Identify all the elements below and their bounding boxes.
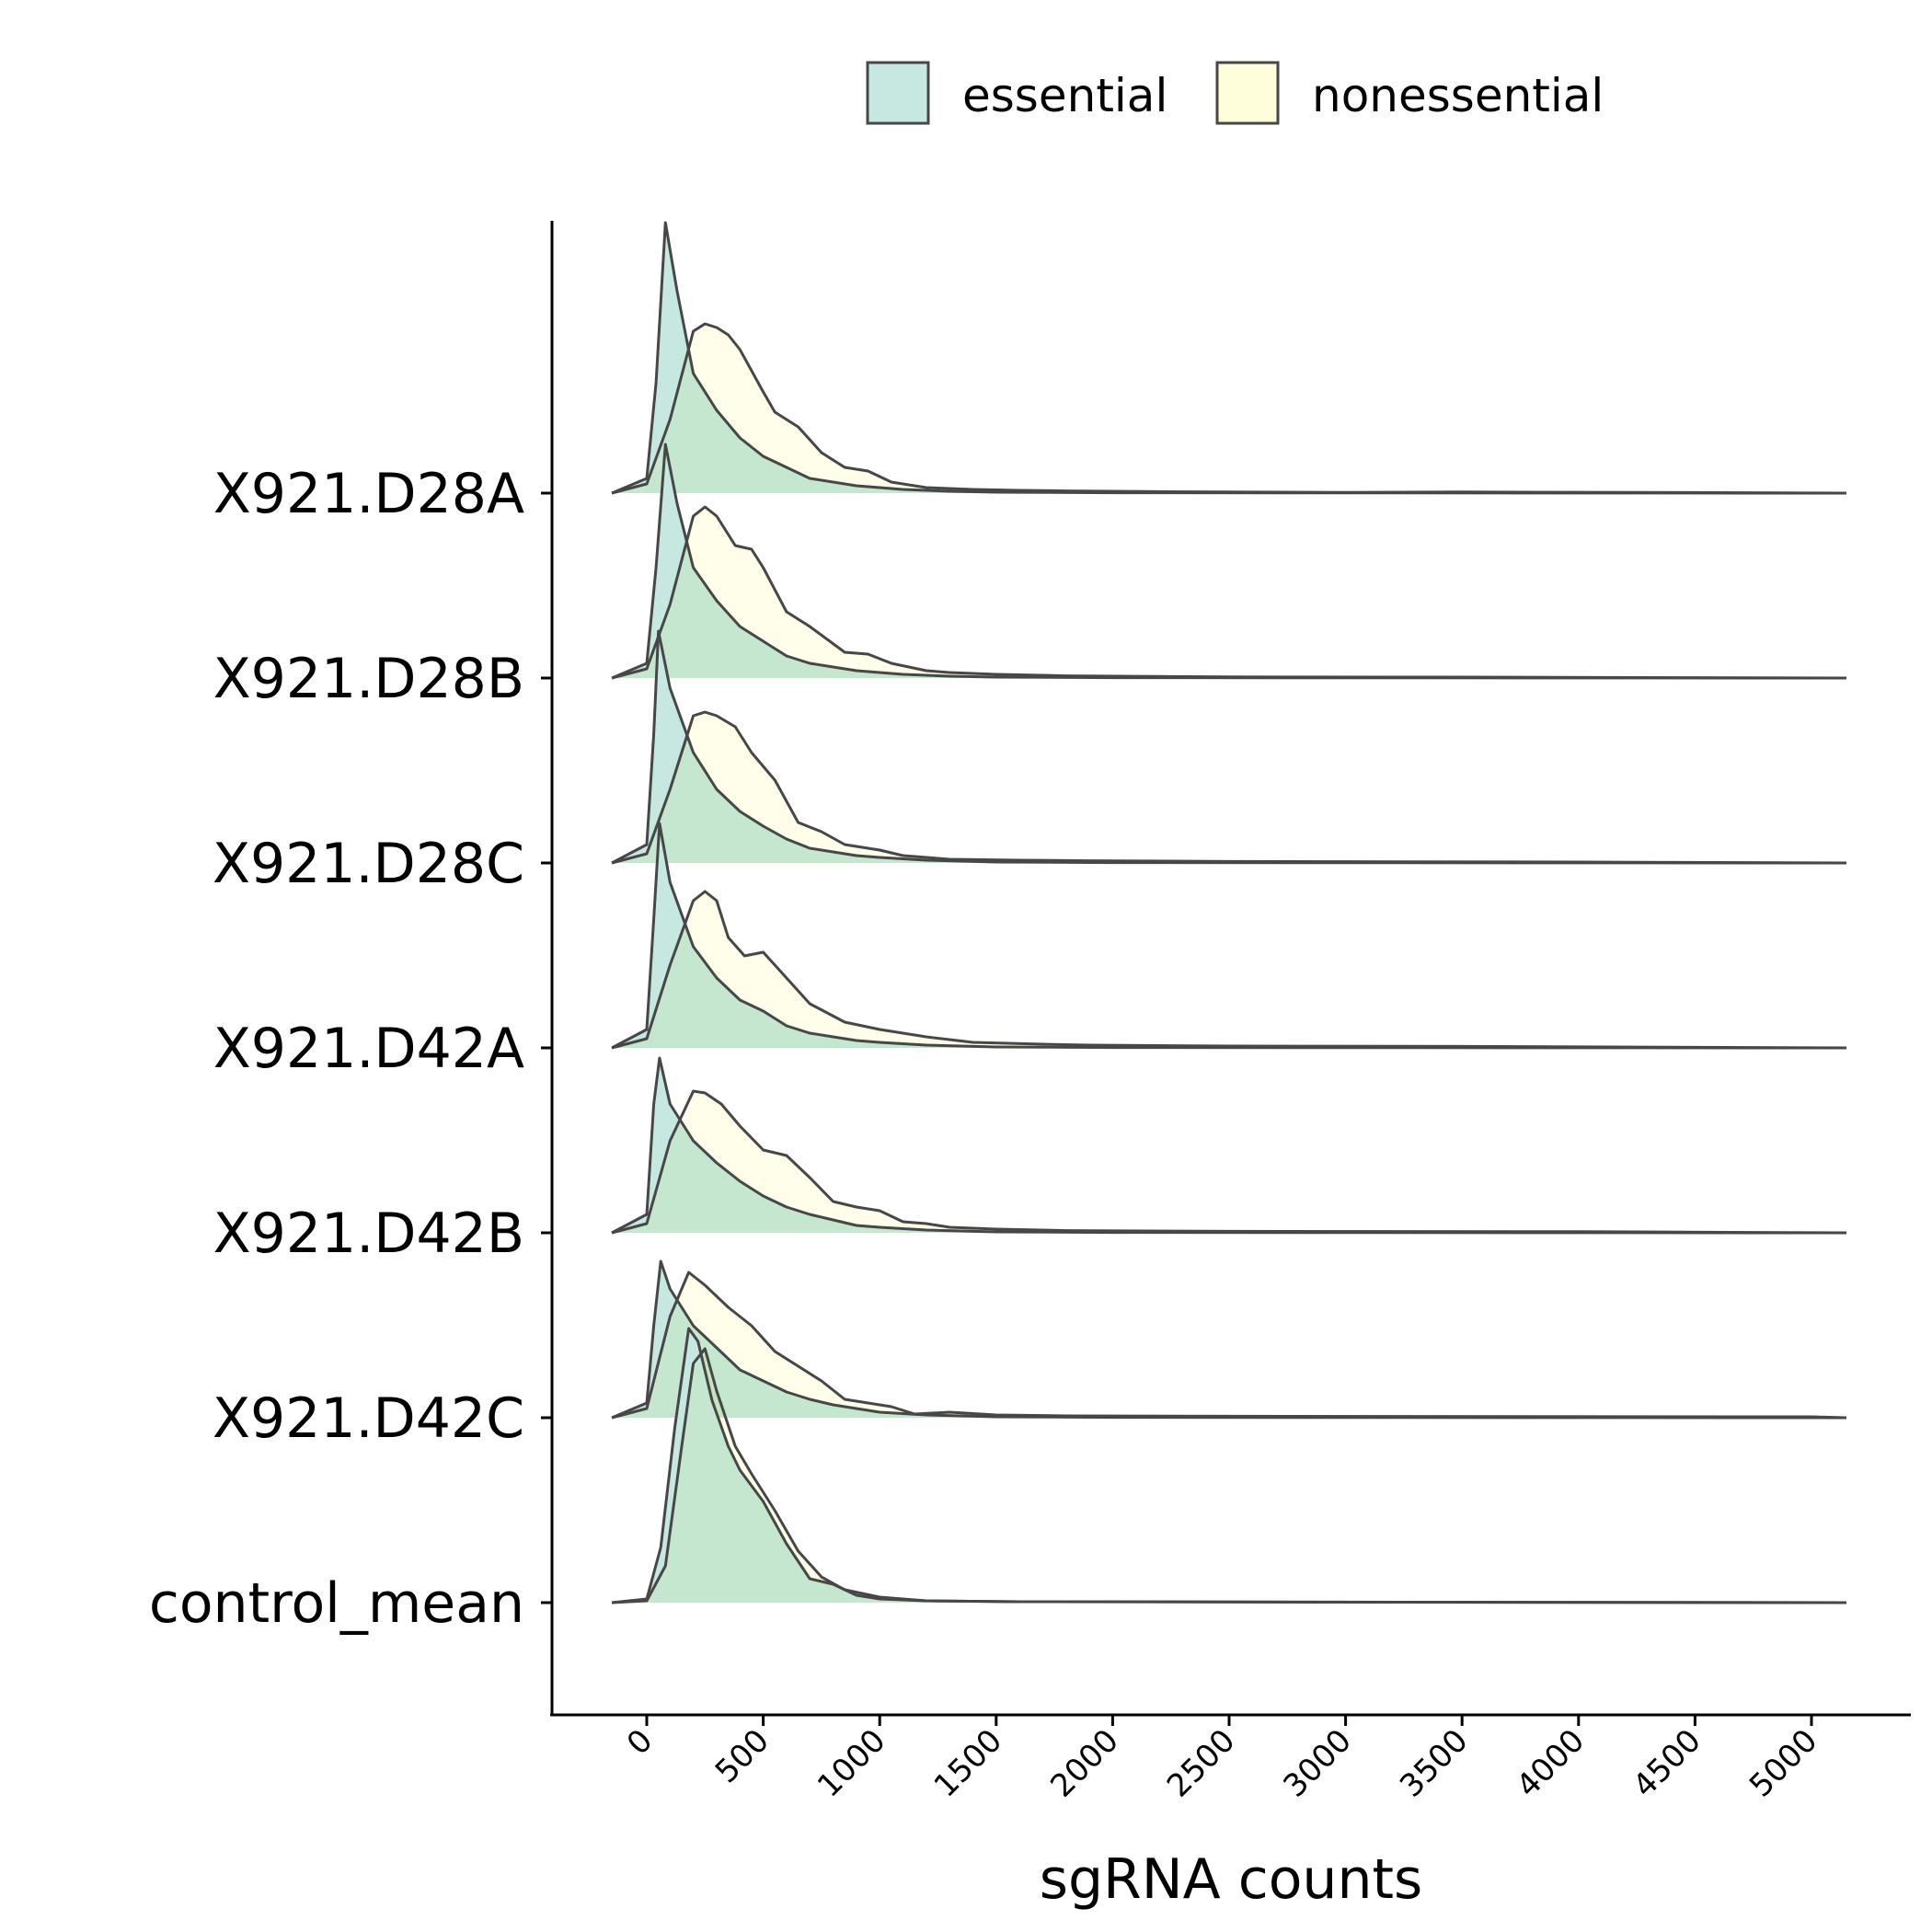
ridge-nonessential-area (612, 324, 1846, 493)
ridge-nonessential-line (611, 505, 1847, 680)
ridge-nonessential-line (611, 890, 1847, 1050)
ridge-nonessential-area (612, 712, 1846, 863)
ridge-essential-line (611, 629, 1847, 865)
ridge-X921.D42B (611, 1056, 1847, 1235)
y-tick-label: X921.D28C (213, 832, 524, 896)
x-tick-label: 3000 (1276, 1722, 1358, 1804)
y-tick-label: X921.D42A (213, 1017, 524, 1081)
x-tick-label: 1500 (927, 1722, 1009, 1804)
x-tick-label: 2000 (1043, 1722, 1125, 1804)
x-tick-label: 2500 (1160, 1722, 1242, 1804)
ridge-nonessential-line (611, 710, 1847, 865)
ridge-essential-line (611, 221, 1847, 495)
ridge-essential-line (611, 1327, 1847, 1604)
ridge-nonessential-area (612, 1272, 1846, 1418)
ridge-control_mean (611, 1327, 1847, 1604)
ridge-nonessential-area (612, 507, 1846, 678)
ridge-X921.D28C (611, 629, 1847, 865)
ridge-X921.D42A (611, 822, 1847, 1050)
legend-label-essential: essential (962, 69, 1167, 122)
y-ticks: X921.D28A X921.D28B X921.D28C X921.D42A X921… (149, 462, 552, 1636)
legend-swatch-nonessential (1215, 61, 1280, 125)
y-tick-label: X921.D28B (213, 647, 524, 711)
y-tick-label: X921.D42B (213, 1202, 524, 1266)
ridge-essential-line (611, 443, 1847, 680)
ridges (611, 221, 1847, 1604)
ridge-nonessential-area (612, 891, 1846, 1048)
x-tick-label: 0 (620, 1722, 661, 1763)
ridge-essential-line (611, 1259, 1847, 1420)
ridge-nonessential-line (611, 1347, 1847, 1604)
ridge-essential-line (611, 1056, 1847, 1235)
x-tick-label: 1000 (811, 1722, 892, 1804)
x-tick-label: 5000 (1742, 1722, 1824, 1804)
x-ticks: 0 500 1000 1500 2000 2500 3000 3500 4000 4500 5000 (620, 1715, 1824, 1805)
x-axis-title: sgRNA counts (1040, 1847, 1423, 1912)
x-tick-label: 4500 (1626, 1722, 1708, 1804)
x-tick-label: 3500 (1393, 1722, 1475, 1804)
ridge-nonessential-area (612, 1349, 1846, 1603)
x-tick-label: 500 (708, 1722, 776, 1790)
y-tick-label: X921.D42C (213, 1386, 524, 1451)
ridge-nonessential-area (612, 1091, 1846, 1233)
ridge-nonessential-line (611, 322, 1847, 495)
ridge-X921.D42C (611, 1259, 1847, 1420)
legend: essential nonessential (866, 61, 1604, 125)
ridge-essential-line (611, 822, 1847, 1050)
ridge-X921.D28B (611, 443, 1847, 680)
y-tick-label: X921.D28A (213, 462, 524, 526)
legend-swatch-essential (866, 61, 930, 125)
y-tick-label: control_mean (149, 1571, 524, 1636)
ridge-nonessential-line (611, 1271, 1847, 1420)
x-tick-label: 4000 (1510, 1722, 1592, 1804)
ridge-nonessential-line (611, 1089, 1847, 1235)
ridge-X921.D28A (611, 221, 1847, 495)
legend-label-nonessential: nonessential (1312, 69, 1604, 122)
